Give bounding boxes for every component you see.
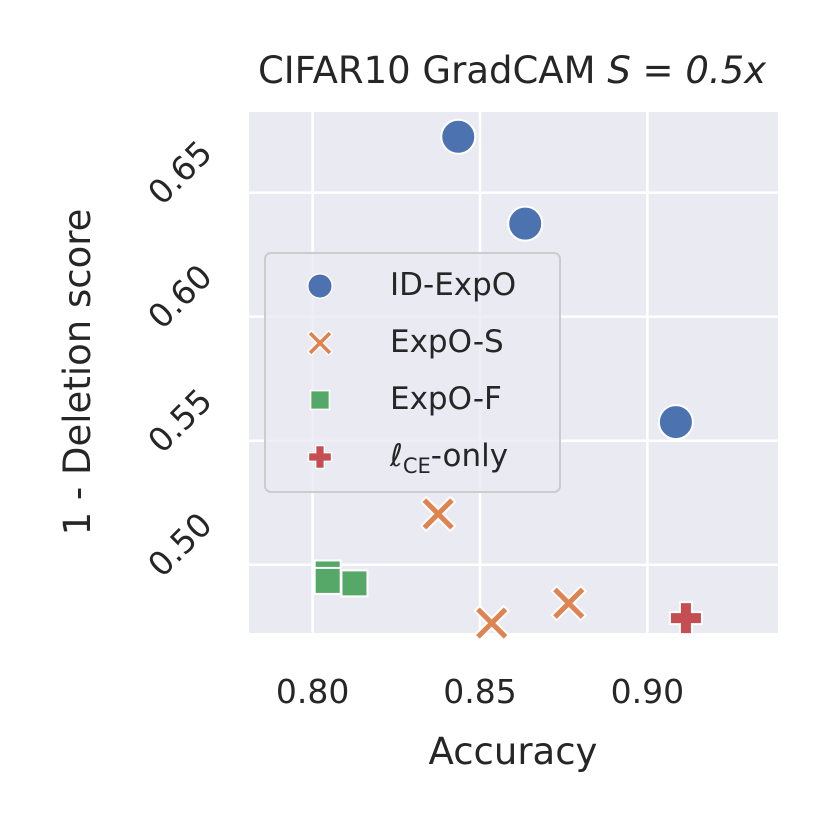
- legend-marker-id-expo: [307, 273, 333, 299]
- chart-title: CIFAR10 GradCAM S = 0.5x: [258, 49, 767, 92]
- y-tick-label: 0.60: [140, 257, 220, 337]
- legend-marker-group-expo-f: [309, 389, 331, 411]
- data-point-expo-f: [340, 569, 369, 598]
- legend-marker-expo-s: [306, 329, 334, 357]
- x-axis-label: Accuracy: [429, 730, 598, 773]
- legend-label-lce-sub: CE: [403, 454, 431, 478]
- legend-label-lce-ell: ℓ: [389, 438, 403, 474]
- data-point-id-expo: [507, 205, 544, 242]
- y-tick-label: 0.50: [140, 505, 220, 585]
- data-point-lce-only: [668, 601, 703, 636]
- data-point-id-expo: [440, 118, 477, 155]
- legend-label-expo-f: ExpO-F: [390, 381, 502, 417]
- data-point-id-expo: [657, 404, 694, 441]
- legend-marker-lce-only: [307, 444, 333, 470]
- data-point-expo-s: [419, 495, 457, 533]
- data-point-expo-f: [313, 566, 342, 595]
- chart-title-text: CIFAR10 GradCAM: [258, 49, 596, 92]
- x-tick-labels: 0.80 0.85 0.90: [276, 672, 684, 711]
- x-tick-label: 0.80: [276, 672, 349, 711]
- data-points: [313, 118, 703, 642]
- legend-label-lce-only: ℓCE-only: [389, 438, 508, 478]
- legend-marker-group-expo-s: [306, 329, 334, 357]
- x-tick-label: 0.90: [611, 672, 684, 711]
- y-axis-label: 1 - Deletion score: [56, 209, 99, 536]
- legend-marker-group-id-expo: [307, 273, 333, 299]
- y-tick-label: 0.65: [140, 133, 220, 213]
- legend-label-expo-s: ExpO-S: [390, 324, 504, 360]
- data-point-expo-s: [473, 604, 511, 642]
- legend-box: [264, 252, 561, 493]
- y-tick-labels: 0.50 0.55 0.60 0.65: [140, 133, 220, 585]
- legend-markers: [306, 273, 334, 470]
- legend: ID-ExpO ExpO-S ExpO-F ℓCE-only: [264, 252, 561, 493]
- y-tick-label: 0.55: [140, 381, 220, 461]
- x-tick-label: 0.85: [443, 672, 516, 711]
- legend-marker-group-lce-only: [307, 444, 333, 470]
- legend-label-lce-suffix: -only: [431, 438, 508, 474]
- legend-label-id-expo: ID-ExpO: [390, 267, 516, 303]
- data-point-expo-s: [550, 584, 588, 622]
- legend-marker-expo-f: [309, 389, 331, 411]
- chart-title-math: S = 0.5x: [607, 49, 767, 92]
